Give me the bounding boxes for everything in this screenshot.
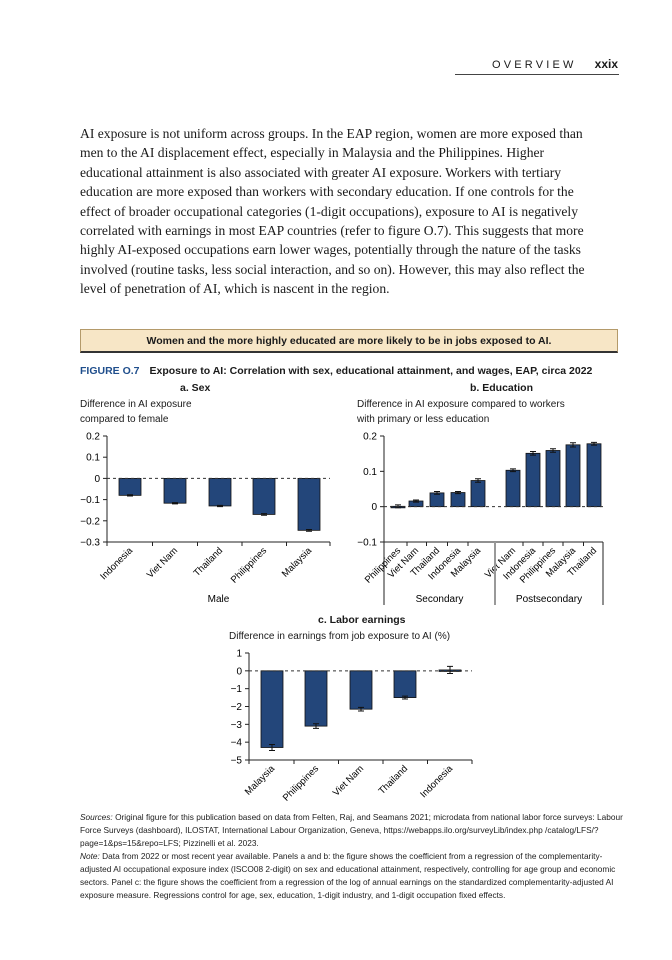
group-label: Secondary bbox=[416, 594, 464, 605]
panel-c-title: c. Labor earnings bbox=[318, 614, 406, 626]
y-tick-label: −1 bbox=[231, 684, 243, 695]
bar bbox=[304, 670, 328, 727]
x-tick-label: Malaysia bbox=[243, 763, 278, 798]
y-tick-label: 0 bbox=[371, 502, 377, 513]
ylabel-line: Difference in AI exposure bbox=[80, 399, 192, 410]
figure-notes: Sources: Original figure for this public… bbox=[80, 811, 625, 902]
section-name: OVERVIEW bbox=[491, 59, 577, 71]
y-tick-label: −3 bbox=[231, 720, 243, 731]
error-bar bbox=[591, 441, 597, 446]
x-tick-label: Malaysia bbox=[280, 545, 315, 580]
sources: Sources: Original figure for this public… bbox=[80, 811, 625, 850]
y-tick-label: 0 bbox=[94, 474, 100, 485]
bar bbox=[450, 492, 466, 508]
x-tick-label: Indonesia bbox=[98, 545, 135, 582]
x-tick-label: Philippines bbox=[281, 763, 321, 803]
ylabel-line: compared to female bbox=[80, 414, 169, 425]
bar bbox=[208, 477, 232, 507]
x-tick-label: Thailand bbox=[377, 763, 411, 797]
body-paragraph: AI exposure is not uniform across groups… bbox=[80, 126, 585, 297]
x-tick-label: Thailand bbox=[192, 545, 226, 579]
y-tick-label: 0.1 bbox=[86, 453, 100, 464]
bar bbox=[429, 492, 445, 508]
y-tick-label: −0.2 bbox=[80, 516, 100, 527]
error-bar bbox=[570, 442, 576, 448]
error-bar bbox=[269, 743, 275, 752]
x-axis-label: Male bbox=[208, 594, 230, 605]
error-bar bbox=[172, 502, 178, 505]
error-bar bbox=[447, 665, 453, 675]
y-tick-label: −5 bbox=[231, 756, 243, 767]
figure-title: FIGURE O.7 Exposure to AI: Correlation wi… bbox=[80, 365, 592, 377]
error-bar bbox=[510, 468, 516, 473]
ylabel-line: Difference in AI exposure compared to wo… bbox=[357, 399, 565, 410]
note-text: Data from 2022 or most recent year avail… bbox=[80, 851, 616, 900]
note-label: Note: bbox=[80, 851, 100, 861]
bar bbox=[297, 477, 321, 531]
y-tick-label: −2 bbox=[231, 702, 243, 713]
figure-label: FIGURE O.7 bbox=[80, 365, 140, 377]
y-tick-label: −4 bbox=[231, 738, 243, 749]
bar bbox=[586, 443, 602, 508]
bar bbox=[118, 477, 142, 496]
error-bar bbox=[261, 513, 267, 516]
ylabel-line: with primary or less education bbox=[357, 414, 490, 425]
error-bar bbox=[358, 706, 364, 712]
y-tick-label: 0.2 bbox=[363, 432, 377, 443]
error-bar bbox=[402, 695, 408, 700]
error-bar bbox=[455, 490, 461, 495]
bar bbox=[565, 444, 581, 508]
x-tick-label: Indonesia bbox=[418, 763, 455, 800]
error-bar bbox=[530, 451, 536, 456]
error-bar bbox=[434, 490, 440, 495]
error-bar bbox=[127, 494, 133, 497]
x-tick-label: Viet Nam bbox=[145, 545, 180, 580]
bar bbox=[349, 670, 373, 710]
x-tick-label: Viet Nam bbox=[331, 763, 366, 798]
y-tick-label: 0 bbox=[236, 666, 242, 677]
error-bar bbox=[550, 448, 556, 453]
error-bar bbox=[413, 499, 419, 503]
bar bbox=[545, 450, 561, 508]
header-rule bbox=[455, 74, 619, 75]
sources-text: Original figure for this publication bas… bbox=[80, 812, 623, 848]
panel-c-ylabel: Difference in earnings from job exposure… bbox=[229, 631, 451, 642]
bar bbox=[525, 452, 541, 508]
bar bbox=[252, 477, 276, 515]
running-header: OVERVIEW xxix bbox=[492, 57, 618, 71]
y-tick-label: 0.1 bbox=[363, 467, 377, 478]
y-tick-label: −0.1 bbox=[357, 538, 377, 549]
y-tick-label: 1 bbox=[236, 649, 242, 660]
error-bar bbox=[313, 723, 319, 729]
note: Note: Data from 2022 or most recent year… bbox=[80, 850, 625, 902]
error-bar bbox=[217, 504, 223, 508]
page-number: xxix bbox=[594, 57, 618, 71]
bar bbox=[393, 670, 417, 698]
y-tick-label: −0.3 bbox=[80, 538, 100, 549]
error-bar bbox=[306, 528, 312, 532]
panel-a-title: a. Sex bbox=[180, 382, 211, 394]
bar bbox=[163, 477, 187, 504]
group-label: Postsecondary bbox=[516, 594, 582, 605]
panel-b-title: b. Education bbox=[470, 382, 533, 394]
bar bbox=[505, 469, 521, 508]
bar bbox=[260, 670, 284, 748]
error-bar bbox=[475, 478, 481, 483]
panel-a-ylabel: Difference in AI exposure compared to fem… bbox=[80, 397, 192, 427]
y-tick-label: −0.1 bbox=[80, 495, 100, 506]
bar bbox=[470, 480, 486, 508]
y-tick-label: 0.2 bbox=[86, 432, 100, 443]
x-tick-label: Philippines bbox=[229, 545, 269, 585]
figure-title-text: Exposure to AI: Correlation with sex, ed… bbox=[149, 365, 593, 377]
panel-b-ylabel: Difference in AI exposure compared to wo… bbox=[357, 397, 565, 427]
sources-label: Sources: bbox=[80, 812, 113, 822]
callout-box: Women and the more highly educated are m… bbox=[80, 329, 618, 353]
